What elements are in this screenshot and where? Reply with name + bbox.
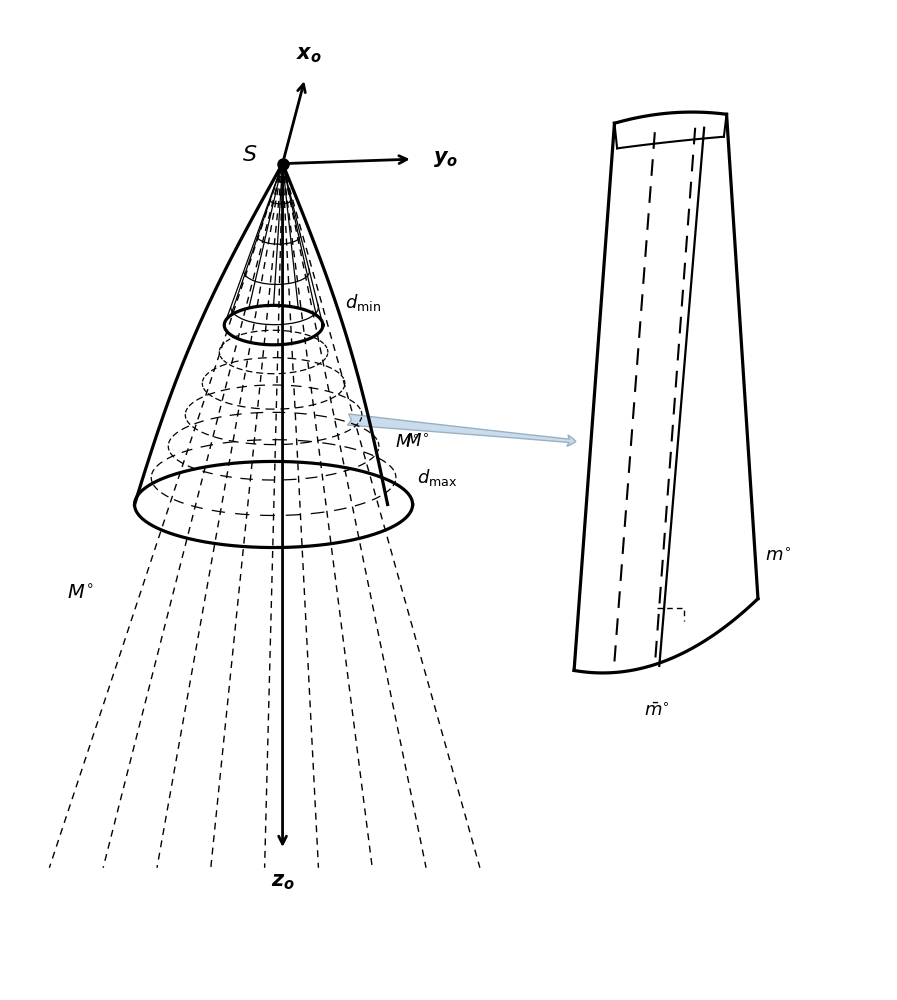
Text: $d_{\min}$: $d_{\min}$ bbox=[345, 292, 381, 313]
Text: $M^{\circ}$: $M^{\circ}$ bbox=[405, 433, 430, 451]
Text: $M^{\circ}$: $M^{\circ}$ bbox=[395, 434, 420, 452]
Text: $m^{\circ}$: $m^{\circ}$ bbox=[765, 547, 791, 565]
Text: $\bfit{x}_o$: $\bfit{x}_o$ bbox=[296, 45, 323, 65]
Text: $S$: $S$ bbox=[242, 145, 257, 165]
Text: $\bfit{z}_o$: $\bfit{z}_o$ bbox=[271, 872, 294, 892]
Text: $\bar{m}^{\circ}$: $\bar{m}^{\circ}$ bbox=[644, 702, 670, 720]
Text: $d_{\max}$: $d_{\max}$ bbox=[417, 467, 457, 488]
Text: $\bfit{y}_o$: $\bfit{y}_o$ bbox=[433, 149, 458, 169]
Text: $M^{\circ}$: $M^{\circ}$ bbox=[67, 585, 94, 604]
